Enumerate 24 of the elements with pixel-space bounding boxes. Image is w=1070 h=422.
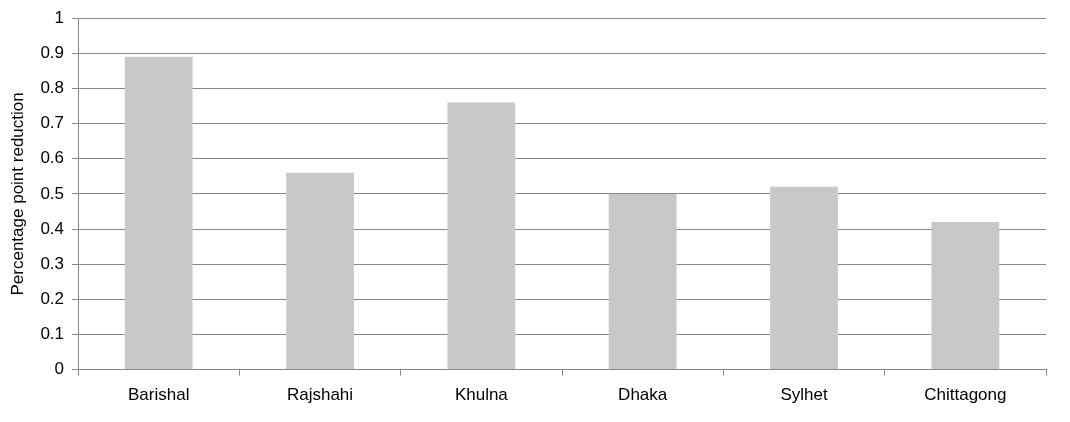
bar — [447, 102, 516, 370]
x-tick-label: Sylhet — [780, 385, 828, 405]
y-tick-label: 0.5 — [40, 183, 65, 203]
x-tick-label: Khulna — [454, 385, 509, 405]
bar — [124, 56, 193, 370]
bar — [608, 193, 677, 370]
bar — [931, 222, 1000, 370]
y-tick-label: 0 — [54, 359, 65, 379]
x-tick-label: Dhaka — [618, 385, 668, 405]
x-tick-label: Rajshahi — [286, 385, 354, 405]
bar — [286, 172, 354, 370]
y-tick-label: 0.8 — [40, 78, 65, 98]
y-tick-label: 0.1 — [40, 324, 65, 344]
bar — [770, 186, 838, 370]
x-tick-label: Barishal — [127, 385, 190, 405]
y-tick-label: 0.7 — [40, 113, 65, 133]
x-tick-label: Chittagong — [924, 385, 1007, 405]
y-tick-label: 1 — [54, 7, 65, 27]
y-tick-label: 0.4 — [40, 218, 65, 238]
y-tick-label: 0.2 — [40, 289, 65, 309]
y-axis-title: Percentage point reduction — [7, 92, 27, 296]
y-tick-label: 0.3 — [40, 253, 65, 273]
y-tick-label: 0.9 — [40, 43, 65, 63]
y-tick-label: 0.6 — [40, 148, 65, 168]
